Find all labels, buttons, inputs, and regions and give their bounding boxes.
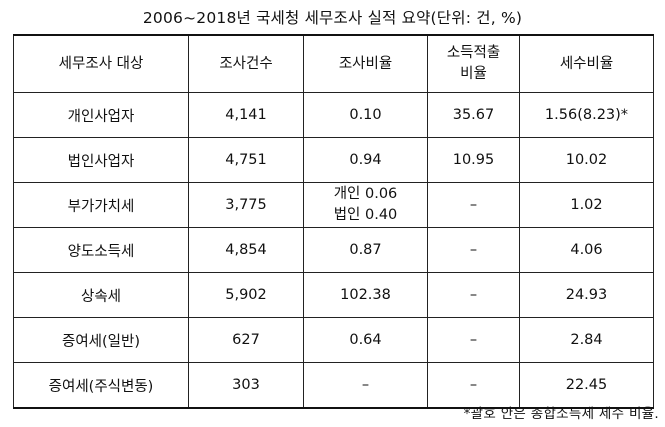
cell-income-detection: – <box>427 272 520 318</box>
header-label: 소득적출 <box>446 45 501 61</box>
audit-rate-value: 102.38 <box>340 286 391 303</box>
cell-target: 부가가치세 <box>13 182 189 228</box>
header-label: 세무조사 대상 <box>58 55 144 72</box>
table-row: 개인사업자 4,141 0.10 35.67 1.56(8.23)* <box>13 92 654 138</box>
header-cell-income-detection: 소득적출 비율 <box>427 34 520 93</box>
header-row: 세무조사 대상 조사건수 조사비율 소득적출 비율 세수비율 <box>13 34 654 93</box>
cell-target: 법인사업자 <box>13 137 189 183</box>
table-row: 양도소득세 4,854 0.87 – 4.06 <box>13 227 654 273</box>
header-label: 조사비율 <box>338 55 393 72</box>
cell-revenue-share: 10.02 <box>519 137 654 183</box>
table-title: 2006~2018년 국세청 세무조사 실적 요약(단위: 건, %) <box>142 9 523 27</box>
cell-count: 4,141 <box>188 92 304 138</box>
audit-rate-value: 법인 0.40 <box>333 207 398 223</box>
cell-audit-rate: 개인 0.06 법인 0.40 <box>303 182 428 228</box>
header-cell-count: 조사건수 <box>188 34 304 93</box>
cell-revenue-share: 1.02 <box>519 182 654 228</box>
cell-count: 3,775 <box>188 182 304 228</box>
header-cell-audit-rate: 조사비율 <box>303 34 428 93</box>
cell-audit-rate: 0.94 <box>303 137 428 183</box>
cell-income-detection: – <box>427 182 520 228</box>
cell-count: 627 <box>188 317 304 363</box>
cell-income-detection: – <box>427 362 520 409</box>
cell-target: 증여세(주식변동) <box>13 362 189 409</box>
header-label: 조사건수 <box>219 55 273 72</box>
cell-audit-rate: – <box>303 362 428 409</box>
cell-audit-rate: 0.10 <box>303 92 428 138</box>
table-row: 부가가치세 3,775 개인 0.06 법인 0.40 – 1.02 <box>13 182 654 228</box>
cell-audit-rate: 102.38 <box>303 272 428 318</box>
audit-rate-value: 0.10 <box>349 106 382 123</box>
cell-target: 증여세(일반) <box>13 317 189 363</box>
cell-count: 4,854 <box>188 227 304 273</box>
cell-count: 5,902 <box>188 272 304 318</box>
cell-income-detection: – <box>427 317 520 363</box>
table-row: 증여세(일반) 627 0.64 – 2.84 <box>13 317 654 363</box>
cell-revenue-share: 4.06 <box>519 227 654 273</box>
cell-audit-rate: 0.87 <box>303 227 428 273</box>
cell-target: 개인사업자 <box>13 92 189 138</box>
cell-revenue-share: 1.56(8.23)* <box>519 92 654 138</box>
footnote: *괄호 안은 종합소득세 세수 비율. <box>463 406 659 422</box>
cell-audit-rate: 0.64 <box>303 317 428 363</box>
cell-revenue-share: 22.45 <box>519 362 654 409</box>
audit-rate-value: 개인 0.06 <box>333 186 398 202</box>
audit-rate-value: 0.87 <box>349 241 382 258</box>
audit-rate-value: 0.94 <box>349 151 382 168</box>
cell-target: 양도소득세 <box>13 227 189 273</box>
cell-income-detection: 35.67 <box>427 92 520 138</box>
cell-income-detection: – <box>427 227 520 273</box>
audit-summary-table: 세무조사 대상 조사건수 조사비율 소득적출 비율 세수비율 개인사업자 4,1… <box>13 34 654 409</box>
table-row: 상속세 5,902 102.38 – 24.93 <box>13 272 654 318</box>
header-label: 비율 <box>460 66 487 82</box>
cell-target: 상속세 <box>13 272 189 318</box>
table-row: 증여세(주식변동) 303 – – 22.45 <box>13 362 654 409</box>
audit-rate-value: 0.64 <box>349 331 382 348</box>
cell-revenue-share: 24.93 <box>519 272 654 318</box>
cell-count: 303 <box>188 362 304 409</box>
table-row: 법인사업자 4,751 0.94 10.95 10.02 <box>13 137 654 183</box>
header-cell-target: 세무조사 대상 <box>13 34 189 93</box>
cell-count: 4,751 <box>188 137 304 183</box>
cell-income-detection: 10.95 <box>427 137 520 183</box>
cell-revenue-share: 2.84 <box>519 317 654 363</box>
audit-rate-value: – <box>361 376 370 393</box>
header-cell-revenue-share: 세수비율 <box>519 34 654 93</box>
header-label: 세수비율 <box>559 55 614 72</box>
